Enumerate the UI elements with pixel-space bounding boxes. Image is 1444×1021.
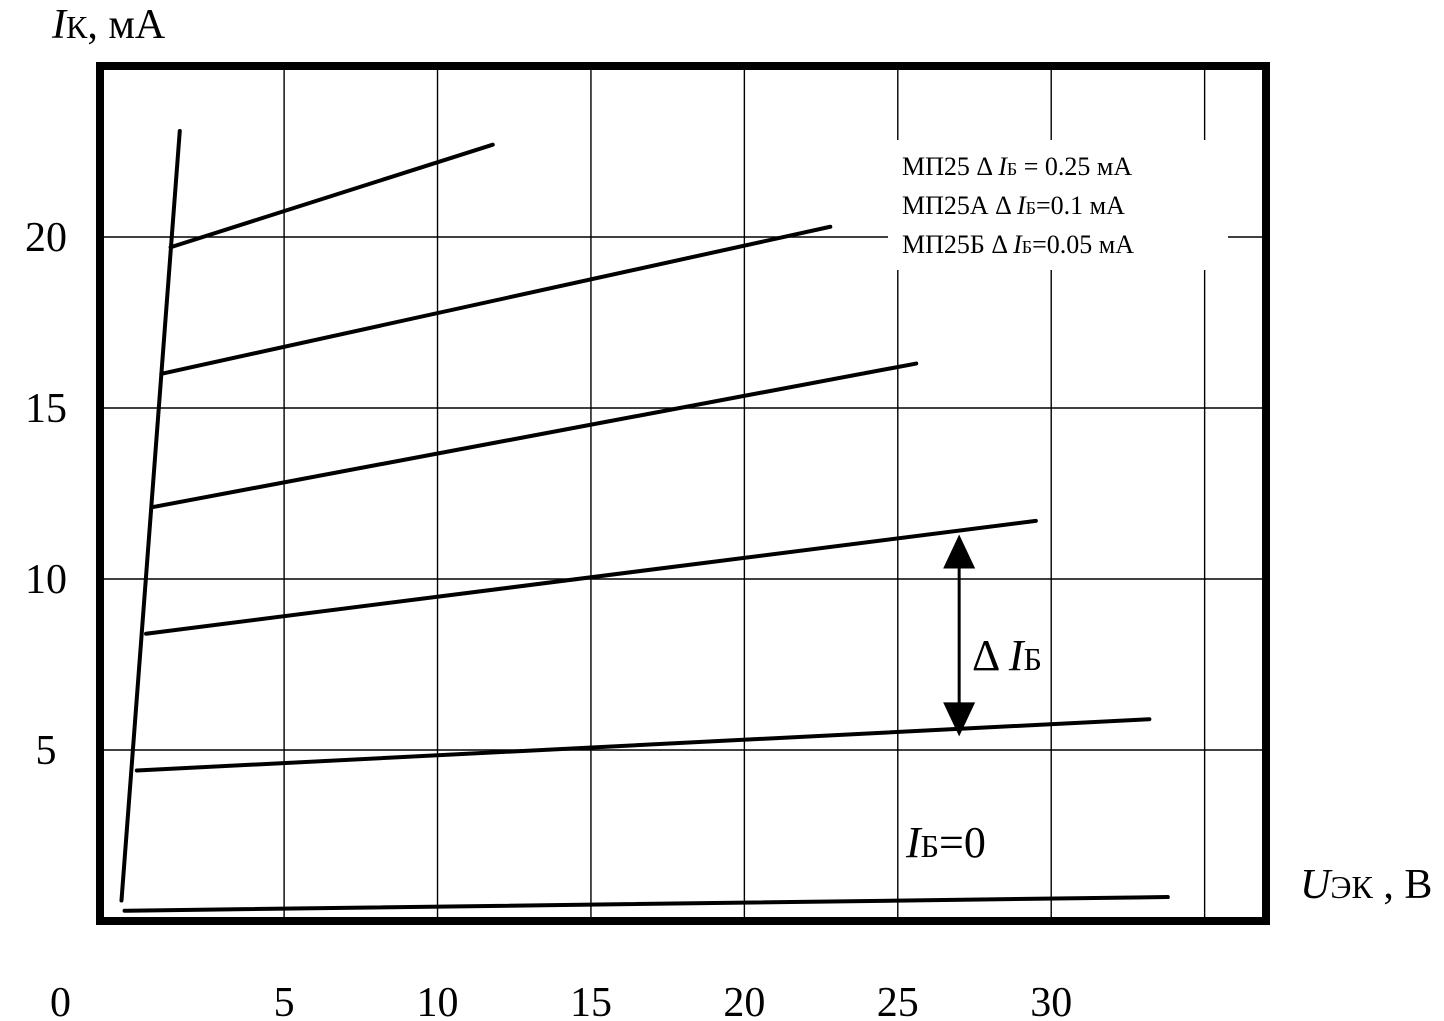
y-tick-label: 20: [25, 215, 67, 261]
y-axis-title: IК, мА: [51, 2, 166, 48]
y-tick-label: 5: [36, 728, 57, 774]
legend-line-1: МП25 Δ IБ = 0.25 мА: [902, 152, 1132, 181]
y-tick-label: 15: [25, 386, 67, 432]
x-tick-label: 25: [877, 980, 919, 1021]
series-line-4: [159, 224, 833, 376]
x-tick-label: 20: [723, 980, 765, 1021]
legend-line-3: МП25Б Δ IБ=0.05 мА: [902, 230, 1134, 259]
delta-arrow: [943, 534, 976, 737]
legend-background: [888, 140, 1228, 270]
y-tick-labels: 5 10 15 20: [25, 215, 67, 774]
series-line-5: [168, 142, 495, 250]
x-tick-label: 30: [1030, 980, 1072, 1021]
x-tick-labels: 5 10 15 20 25 30: [274, 980, 1073, 1021]
legend: МП25 Δ IБ = 0.25 мА МП25А Δ IБ=0.1 мА МП…: [902, 152, 1134, 259]
delta-arrow-head-up: [943, 534, 976, 569]
delta-arrow-head-down: [943, 702, 976, 737]
ib-zero-label: IБ=0: [905, 818, 986, 867]
series-lines: [119, 128, 1170, 913]
saturation-boundary-line: [119, 128, 182, 903]
x-tick-label: 15: [570, 980, 612, 1021]
origin-label: 0: [50, 980, 71, 1021]
x-tick-label: 10: [417, 980, 459, 1021]
series-line-1: [134, 717, 1152, 773]
x-axis-title: UЭК , В: [1300, 862, 1432, 908]
legend-line-2: МП25А Δ IБ=0.1 мА: [902, 191, 1125, 220]
y-tick-label: 10: [25, 557, 67, 603]
series-line-2: [144, 518, 1038, 636]
delta-ib-label: Δ IБ: [972, 631, 1042, 680]
plot-frame: [96, 62, 1270, 925]
series-line-0: [122, 895, 1170, 913]
x-tick-label: 5: [274, 980, 295, 1021]
series-line-3: [150, 361, 919, 510]
